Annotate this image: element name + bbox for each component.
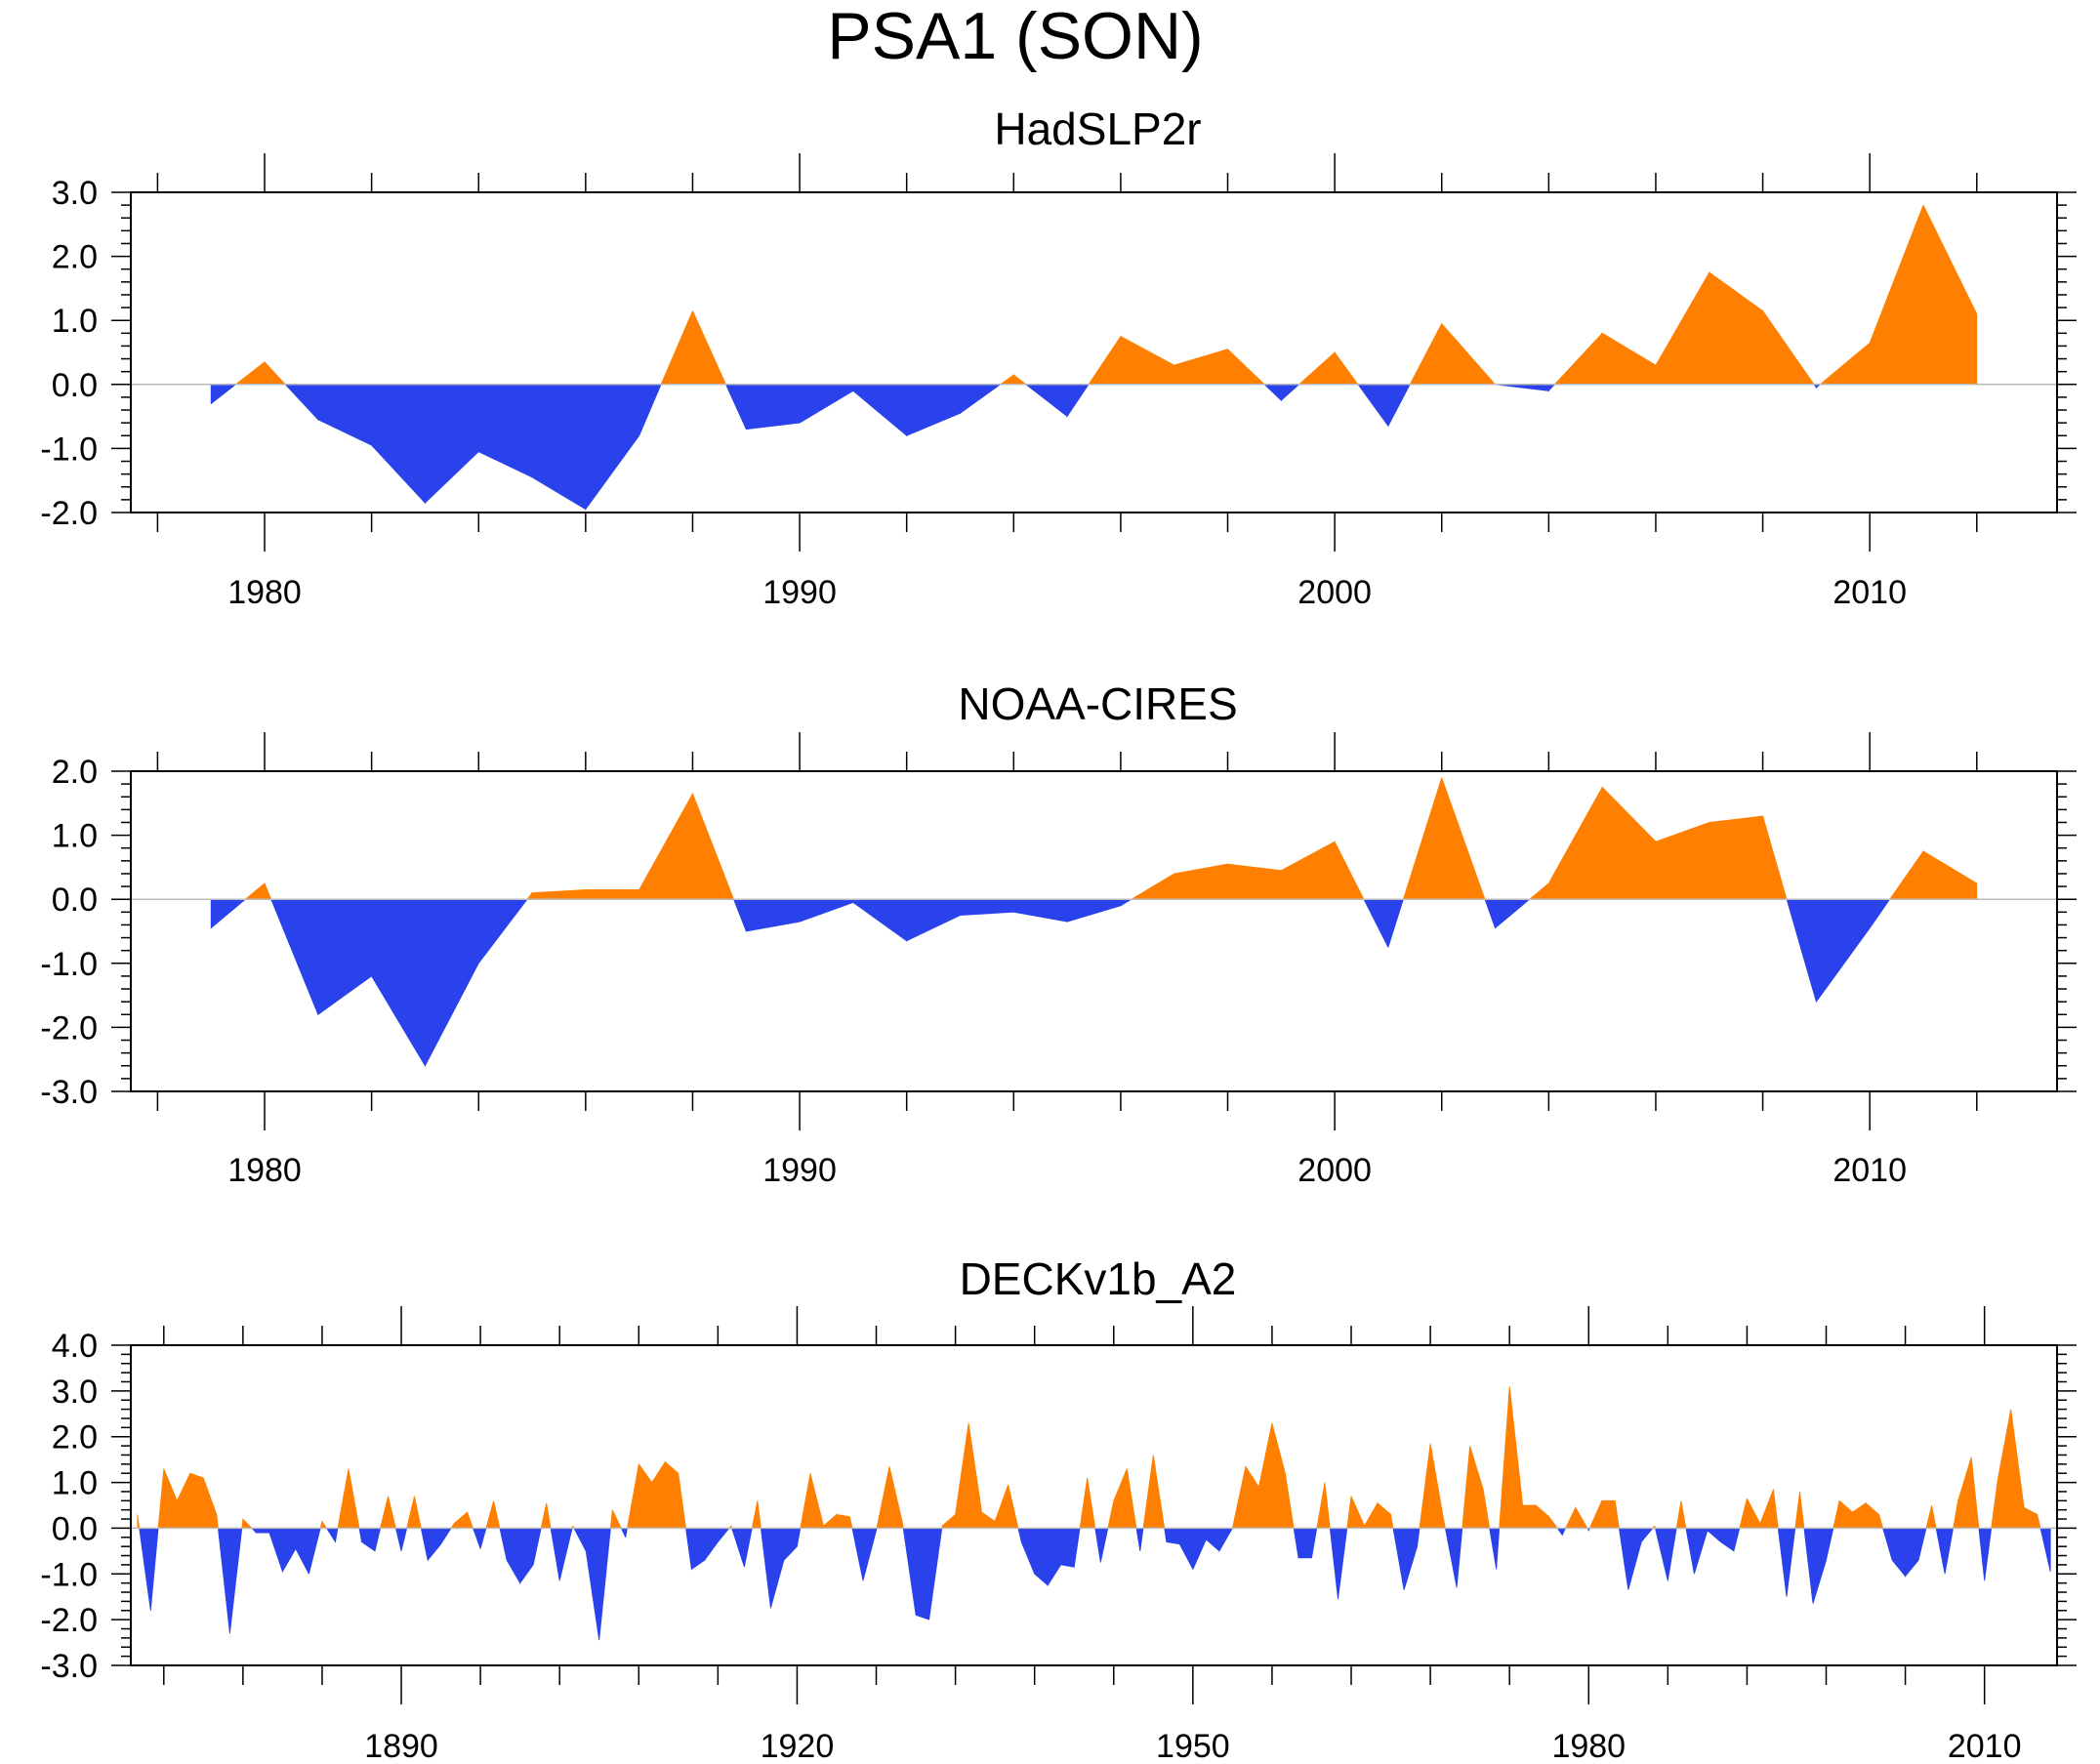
y-tick-label: 4.0 <box>52 1328 98 1365</box>
chart-title: DECKv1b_A2 <box>960 1253 1237 1304</box>
y-tick-label: 1.0 <box>52 1465 98 1502</box>
plot-frame <box>130 1344 2058 1666</box>
figure-title: PSA1 (SON) <box>827 0 1203 73</box>
y-tick-label: 2.0 <box>52 1419 98 1456</box>
x-tick-label: 2000 <box>1297 574 1372 611</box>
y-tick-label: 2.0 <box>52 754 98 791</box>
positive-area <box>234 204 1978 386</box>
y-tick-label: -2.0 <box>40 495 98 532</box>
negative-area <box>139 1528 2051 1641</box>
chart-title: NOAA-CIRES <box>958 678 1237 729</box>
x-tick-label: 2000 <box>1297 1152 1372 1189</box>
x-tick-label: 1890 <box>364 1728 438 1764</box>
y-tick-label: 0.0 <box>52 882 98 919</box>
x-tick-label: 1980 <box>227 1152 302 1189</box>
y-tick-label: 0.0 <box>52 367 98 404</box>
chart-title: HadSLP2r <box>994 103 1201 154</box>
chart-panel-0: HadSLP2r 3.0 2.0 1.0 0.0 -1.0 -2.0 1980 1990 2000… <box>40 103 2077 611</box>
y-tick-label: -2.0 <box>40 1009 98 1046</box>
x-tick-label: 1980 <box>227 574 302 611</box>
y-tick-label: 0.0 <box>52 1510 98 1547</box>
y-tick-label: -1.0 <box>40 946 98 983</box>
y-tick-label: 2.0 <box>52 239 98 276</box>
x-tick-label: 1920 <box>761 1728 835 1764</box>
y-tick-label: -1.0 <box>40 431 98 468</box>
x-tick-label: 2010 <box>1832 1152 1907 1189</box>
positive-area <box>244 777 1978 900</box>
y-tick-label: -3.0 <box>40 1074 98 1111</box>
negative-area <box>210 898 1891 1068</box>
positive-area <box>137 1386 2041 1529</box>
y-tick-label: 3.0 <box>52 1374 98 1411</box>
chart-panel-2: DECKv1b_A2 4.0 3.0 2.0 1.0 0.0 -1.0 -2.0 -3.0 189… <box>40 1253 2077 1764</box>
x-tick-label: 2010 <box>1948 1728 2022 1764</box>
x-tick-label: 2010 <box>1832 574 1907 611</box>
negative-area <box>210 384 1822 511</box>
y-tick-label: 1.0 <box>52 303 98 340</box>
y-tick-label: 1.0 <box>52 818 98 855</box>
x-tick-label: 1980 <box>1551 1728 1626 1764</box>
x-tick-label: 1950 <box>1156 1728 1230 1764</box>
y-tick-label: -1.0 <box>40 1556 98 1593</box>
y-tick-label: -3.0 <box>40 1648 98 1685</box>
plot-frame <box>130 770 2058 1092</box>
y-tick-label: -2.0 <box>40 1602 98 1639</box>
x-tick-label: 1990 <box>762 1152 837 1189</box>
x-tick-label: 1990 <box>762 574 837 611</box>
plot-frame <box>130 191 2058 513</box>
y-tick-label: 3.0 <box>52 175 98 212</box>
chart-panels: HadSLP2r 3.0 2.0 1.0 0.0 -1.0 -2.0 1980 1990 2000… <box>40 103 2077 1764</box>
chart-panel-1: NOAA-CIRES 2.0 1.0 0.0 -1.0 -2.0 -3.0 1980 1990 2… <box>40 678 2077 1189</box>
